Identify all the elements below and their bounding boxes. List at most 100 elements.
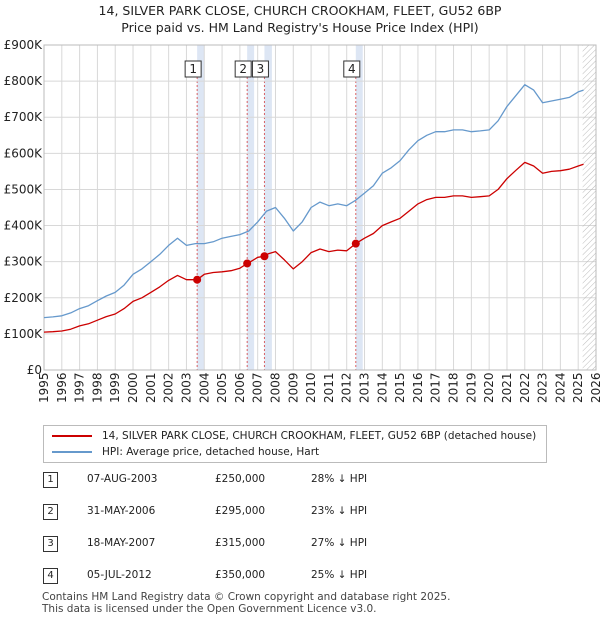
x-axis-ticks: 1995 1996 1997 1998 1999 2000 2001 2002 2003 2004… (37, 372, 600, 403)
sale-band (247, 45, 255, 370)
sale-band (355, 45, 363, 370)
x-tick-label: 2014 (375, 372, 389, 403)
y-tick-label: £500K (4, 182, 44, 196)
y-tick-label: £0 (27, 363, 42, 377)
sale-row: 4 05-JUL-2012 £350,000 25% ↓ HPI (43, 568, 443, 584)
sale-point (193, 275, 202, 284)
projection-region (582, 45, 596, 370)
sale-label-box (234, 60, 252, 78)
x-tick-label: 1997 (73, 372, 87, 403)
sale-row: 2 31-MAY-2006 £295,000 23% ↓ HPI (43, 504, 443, 520)
plot-border (43, 44, 597, 371)
legend-item-property: 14, SILVER PARK CLOSE, CHURCH CROOKHAM, … (52, 429, 536, 443)
y-tick-label: £400K (4, 219, 44, 233)
x-tick-label: 2010 (304, 372, 318, 403)
sale-price: £295,000 (215, 505, 266, 517)
footer-copyright: Contains HM Land Registry data © Crown c… (42, 591, 451, 603)
x-tick-label: 2025 (571, 372, 585, 403)
legend-item-hpi: HPI: Average price, detached house, Hart (52, 445, 319, 459)
legend-label-hpi: HPI: Average price, detached house, Hart (102, 446, 320, 458)
x-tick-label: 2005 (215, 372, 229, 403)
x-tick-label: 2019 (464, 372, 478, 403)
x-tick-label: 2018 (447, 372, 461, 403)
x-tick-label: 2017 (429, 372, 443, 403)
legend: 14, SILVER PARK CLOSE, CHURCH CROOKHAM, … (43, 425, 547, 463)
x-tick-label: 1996 (55, 372, 69, 403)
legend-swatch-red (52, 435, 92, 437)
sale-price: £315,000 (215, 537, 266, 549)
sale-label: 4 (348, 62, 356, 76)
x-tick-label: 2000 (126, 372, 140, 403)
sale-row: 3 18-MAY-2007 £315,000 27% ↓ HPI (43, 536, 443, 552)
y-tick-label: £300K (4, 255, 44, 269)
sale-price: £350,000 (215, 569, 266, 581)
x-tick-label: 2011 (322, 372, 336, 403)
sale-band (197, 45, 205, 370)
sale-hpi-diff: 25% ↓ HPI (311, 569, 368, 581)
sale-label: 3 (257, 62, 265, 76)
sale-label: 2 (239, 62, 247, 76)
sale-date: 07-AUG-2003 (87, 473, 158, 485)
sale-bands (196, 45, 363, 370)
y-tick-label: £700K (4, 110, 44, 124)
x-tick-label: 2008 (268, 372, 282, 403)
y-tick-label: £600K (4, 146, 44, 160)
sale-number-badge: 3 (43, 536, 58, 552)
sale-date: 05-JUL-2012 (87, 569, 152, 581)
sale-hpi-diff: 28% ↓ HPI (311, 473, 368, 485)
sale-points (193, 239, 360, 284)
sale-label-box (184, 60, 202, 78)
y-tick-label: £200K (4, 291, 44, 305)
x-tick-label: 2004 (197, 372, 211, 403)
x-tick-label: 1999 (108, 372, 122, 403)
projection-hatch (582, 45, 596, 370)
hpi-line (43, 84, 584, 319)
x-tick-label: 2023 (536, 372, 550, 403)
sale-band (264, 45, 272, 370)
sale-number-badge: 1 (43, 472, 58, 488)
y-tick-label: £900K (4, 38, 44, 52)
sale-point (260, 252, 269, 261)
sale-date: 18-MAY-2007 (87, 537, 156, 549)
x-tick-label: 2001 (144, 372, 158, 403)
sale-price: £250,000 (215, 473, 266, 485)
sale-number-badge: 4 (43, 568, 58, 584)
chart-title: 14, SILVER PARK CLOSE, CHURCH CROOKHAM, … (98, 3, 502, 18)
legend-swatch-blue (52, 451, 92, 453)
footer-licence: This data is licensed under the Open Gov… (42, 603, 377, 615)
x-tick-label: 2003 (179, 372, 193, 403)
chart-subtitle: Price paid vs. HM Land Registry's House … (121, 20, 479, 35)
x-tick-label: 2007 (251, 372, 265, 403)
legend-label-property: 14, SILVER PARK CLOSE, CHURCH CROOKHAM, … (102, 430, 537, 442)
x-tick-label: 2015 (393, 372, 407, 403)
sale-label: 1 (189, 62, 197, 76)
sale-hpi-diff: 23% ↓ HPI (311, 505, 368, 517)
x-tick-label: 2009 (286, 372, 300, 403)
x-tick-label: 2021 (500, 372, 514, 403)
sale-point (351, 239, 360, 248)
x-tick-label: 2012 (340, 372, 354, 403)
x-tick-label: 2002 (162, 372, 176, 403)
sale-point (243, 259, 252, 268)
y-axis-ticks: £0 £100K £200K £300K £400K £500K £600K £700K £80… (4, 38, 44, 377)
sale-label-box (251, 60, 269, 78)
series-lines (43, 84, 584, 333)
sale-number-badge: 2 (43, 504, 58, 520)
sale-row: 1 07-AUG-2003 £250,000 28% ↓ HPI (43, 472, 443, 488)
sale-date: 31-MAY-2006 (87, 505, 156, 517)
x-tick-label: 2013 (358, 372, 372, 403)
x-tick-label: 2016 (411, 372, 425, 403)
y-tick-label: £800K (4, 74, 44, 88)
x-tick-label: 2026 (589, 372, 600, 403)
x-tick-label: 1998 (90, 372, 104, 403)
x-tick-label: 1995 (37, 372, 51, 403)
gridlines (43, 44, 597, 371)
x-tick-label: 2024 (553, 372, 567, 403)
sale-label-box (343, 60, 361, 78)
x-tick-label: 2020 (482, 372, 496, 403)
property-price-line (43, 161, 584, 333)
x-tick-label: 2006 (233, 372, 247, 403)
y-tick-label: £100K (4, 327, 44, 341)
